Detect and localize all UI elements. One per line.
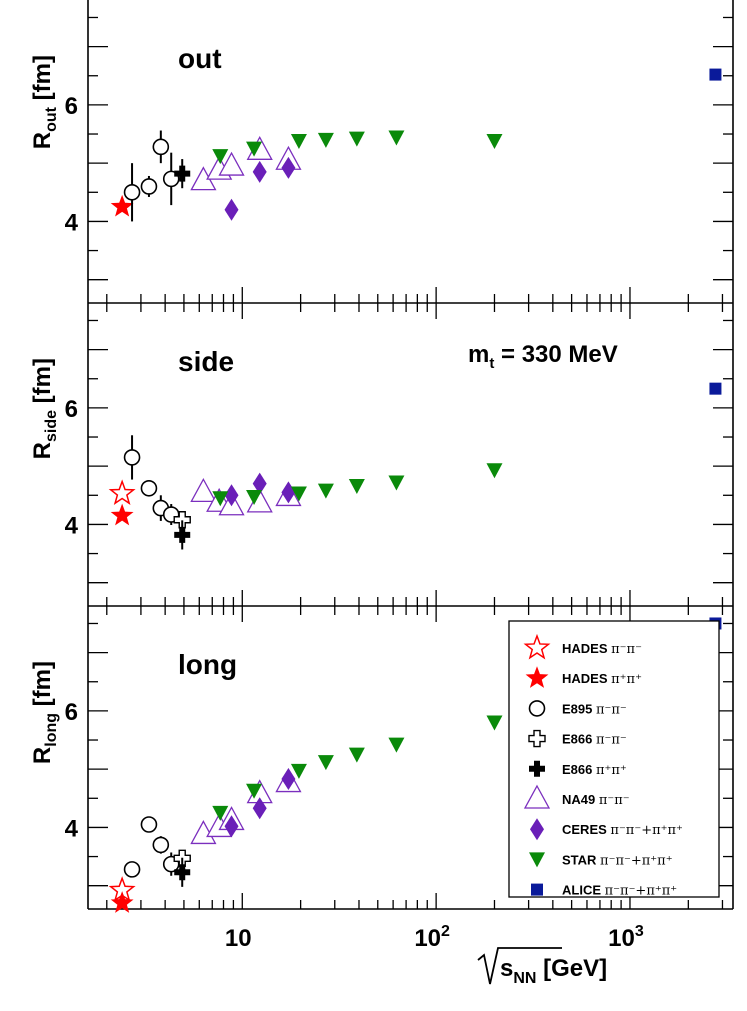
point-hades_pp [110, 503, 134, 526]
legend-label-hades_mm: HADES π⁻π⁻ [562, 641, 642, 657]
point-e866_mm [173, 511, 191, 529]
y-tick-label: 6 [65, 93, 78, 120]
point-star [317, 132, 334, 148]
point-na49 [218, 151, 245, 176]
y-tick-label: 6 [65, 396, 78, 423]
x-axis-label-text: sNN [GeV] [500, 955, 607, 987]
point-ceres [252, 472, 267, 495]
point-alice [709, 68, 722, 81]
y-axis-label-out: Rout [fm] [29, 55, 60, 149]
legend-marker-alice [531, 883, 543, 896]
y-axis-label-side: Rside [fm] [29, 358, 60, 459]
point-e895 [123, 449, 141, 466]
point-e895 [140, 816, 158, 833]
point-e895 [123, 861, 141, 878]
x-tick-label: 10 [225, 925, 252, 952]
point-star [317, 483, 334, 499]
legend-label-star: STAR π⁻π⁻+π⁺π⁺ [562, 852, 673, 868]
legend-label-e866_pp: E866 π⁺π⁺ [562, 762, 627, 778]
point-e895 [123, 183, 141, 201]
point-star [212, 805, 229, 821]
point-ceres [224, 198, 239, 221]
y-tick-label: 4 [65, 512, 79, 539]
point-e866_pp [174, 165, 191, 182]
legend: HADES π⁻π⁻ HADES π⁺π⁺ E895 π⁻π⁻ E866 π⁻π⁻ E8… [508, 620, 720, 899]
point-star [388, 130, 405, 146]
point-e866_pp [174, 864, 191, 881]
point-e895 [140, 178, 158, 195]
x-tick-label: 102 [414, 923, 450, 952]
legend-marker-e866_mm [528, 729, 546, 748]
legend-marker-e895 [528, 700, 546, 717]
legend-label-na49: NA49 π⁻π⁻ [562, 792, 630, 808]
annotation-mt: mt = 330 MeV [468, 341, 618, 372]
point-star [290, 134, 307, 150]
point-ceres [252, 797, 267, 820]
point-ceres [252, 160, 267, 183]
point-star [348, 747, 365, 763]
point-star [290, 486, 307, 502]
x-axis-label: sNN [GeV] [477, 947, 607, 987]
legend-marker-hades_mm [523, 633, 551, 660]
point-ceres [224, 484, 239, 507]
legend-marker-ceres [530, 818, 544, 841]
point-star [348, 478, 365, 494]
point-star [317, 755, 334, 771]
point-star [348, 131, 365, 147]
point-star [486, 463, 503, 479]
point-e895 [140, 479, 158, 497]
point-star [246, 141, 263, 157]
y-tick-label: 4 [65, 209, 79, 236]
panel-frames [87, 0, 734, 910]
x-tick-label: 103 [608, 923, 644, 952]
point-hades_mm [108, 479, 136, 506]
point-star [246, 490, 263, 506]
legend-marker-na49 [523, 784, 551, 809]
data-marks [108, 68, 722, 913]
point-alice [709, 382, 722, 395]
point-star [212, 491, 229, 507]
point-na49 [190, 478, 217, 503]
point-e895 [152, 836, 170, 854]
radical-sign [477, 947, 562, 985]
point-star [486, 134, 503, 150]
point-ceres [281, 156, 296, 179]
point-e866_pp [174, 526, 191, 543]
point-e895 [152, 138, 170, 156]
y-tick-label: 6 [65, 699, 78, 726]
legend-label-alice: ALICE π⁻π⁻+π⁺π⁺ [562, 883, 677, 899]
legend-marker-star [529, 852, 545, 868]
point-star [486, 715, 503, 731]
y-tick-label: 4 [65, 815, 79, 842]
legend-box [508, 620, 720, 898]
point-star [212, 149, 229, 165]
legend-label-e866_mm: E866 π⁻π⁻ [562, 732, 627, 748]
point-star [290, 763, 307, 779]
legend-label-ceres: CERES π⁻π⁻+π⁺π⁺ [562, 822, 683, 838]
legend-marker-hades_pp [525, 666, 549, 688]
panel-title-side: side [178, 346, 234, 377]
point-ceres [281, 768, 296, 791]
y-axis-label-long: Rlong [fm] [29, 661, 60, 764]
legend-marker-e866_pp [529, 760, 545, 777]
point-hades_pp [110, 891, 134, 913]
panel-title-long: long [178, 649, 237, 680]
legend-label-hades_pp: HADES π⁺π⁺ [562, 671, 642, 687]
point-hades_pp [110, 194, 134, 217]
point-star [388, 737, 405, 753]
point-ceres [224, 815, 239, 838]
legend-label-e895: E895 π⁻π⁻ [562, 701, 627, 717]
point-star [246, 783, 263, 799]
panel-title-out: out [178, 43, 222, 74]
point-star [388, 475, 405, 491]
